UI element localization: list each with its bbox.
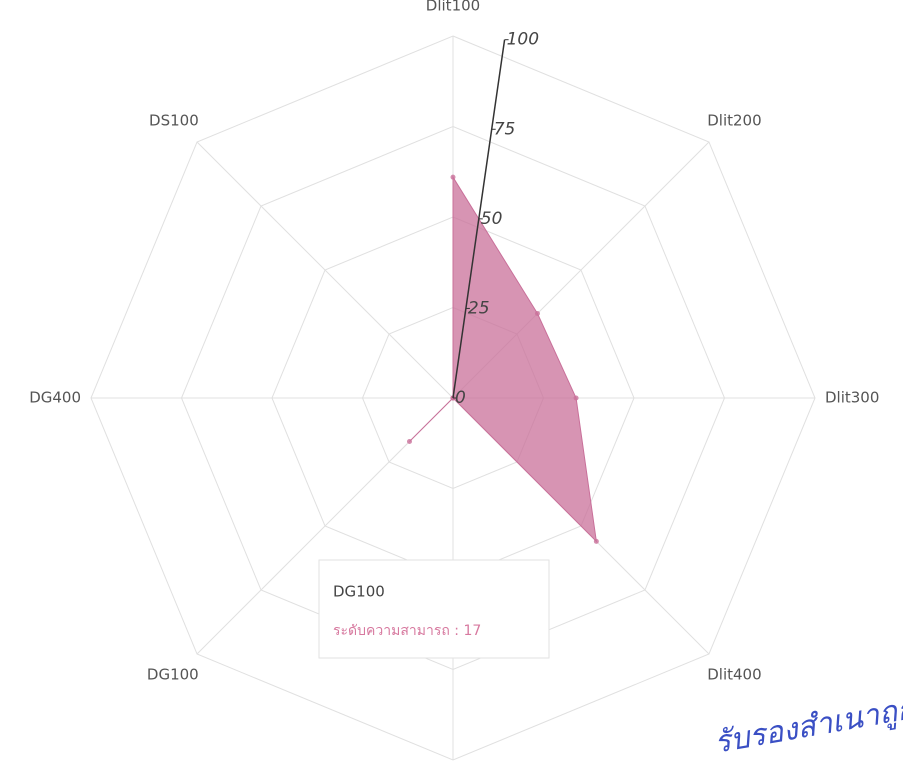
category-label: Dlit400 (707, 666, 761, 684)
category-label: DG100 (147, 666, 199, 684)
radar-point (406, 439, 412, 445)
radial-tick-label: 75 (494, 119, 516, 139)
spoke (196, 141, 454, 399)
category-label: DS100 (149, 111, 199, 129)
category-label: Dlit200 (707, 111, 761, 129)
tooltip-title: DG100 (333, 583, 385, 601)
radar-point (450, 174, 456, 180)
category-label: Dlit300 (825, 389, 879, 407)
radial-tick-label: 25 (468, 298, 490, 318)
annotation: รับรองสำเนาถูก (712, 691, 903, 761)
tooltip: DG100 ระดับความสามารถ : 17 (318, 559, 550, 659)
tooltip-text: ระดับความสามารถ : 17 (333, 623, 481, 639)
radial-axis (452, 39, 506, 399)
radial-tick-label: 0 (455, 388, 466, 408)
category-label: Dlit100 (426, 0, 480, 15)
radar-point (573, 395, 579, 401)
labels: Dlit100Dlit200Dlit300Dlit400Dlit700DG100… (29, 0, 879, 781)
radial-tick-label: 100 (507, 30, 539, 50)
radial-tick-label: 50 (481, 209, 503, 229)
radar-point (534, 311, 540, 317)
radar-point (593, 538, 599, 544)
tooltip-box (318, 559, 550, 659)
marks (406, 174, 599, 544)
radar-area (409, 175, 598, 543)
category-label: DG400 (29, 389, 81, 407)
